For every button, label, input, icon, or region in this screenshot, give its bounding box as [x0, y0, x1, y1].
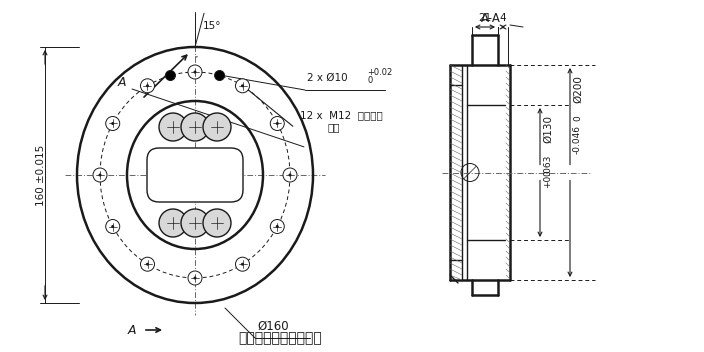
Circle shape — [141, 257, 154, 271]
Ellipse shape — [159, 113, 187, 141]
Circle shape — [194, 70, 196, 74]
Text: Ø130: Ø130 — [543, 115, 553, 143]
Circle shape — [111, 225, 114, 228]
Circle shape — [241, 84, 244, 87]
Circle shape — [141, 79, 154, 93]
Circle shape — [188, 271, 202, 285]
Circle shape — [270, 117, 284, 131]
Text: 0: 0 — [543, 170, 552, 176]
Circle shape — [283, 168, 297, 182]
Circle shape — [236, 257, 249, 271]
Text: 0: 0 — [573, 115, 582, 121]
Text: 均布: 均布 — [328, 122, 341, 132]
Circle shape — [215, 70, 225, 81]
Text: -0.046: -0.046 — [573, 125, 582, 154]
Text: 21: 21 — [479, 13, 491, 23]
Ellipse shape — [203, 113, 231, 141]
FancyBboxPatch shape — [147, 148, 243, 202]
Text: 4: 4 — [500, 13, 506, 23]
Text: 0: 0 — [367, 76, 372, 85]
Circle shape — [106, 117, 120, 131]
Text: A: A — [118, 75, 126, 88]
Ellipse shape — [181, 209, 209, 237]
Circle shape — [188, 65, 202, 79]
Ellipse shape — [203, 209, 231, 237]
Ellipse shape — [181, 113, 209, 141]
Circle shape — [93, 168, 107, 182]
Text: 12 x  M12  完全贯穿: 12 x M12 完全贯穿 — [300, 110, 383, 120]
Circle shape — [270, 220, 284, 233]
Circle shape — [146, 263, 149, 266]
Circle shape — [194, 277, 196, 279]
Circle shape — [106, 220, 120, 233]
Circle shape — [289, 174, 291, 176]
Text: 15°: 15° — [203, 21, 222, 31]
Text: Ø200: Ø200 — [573, 75, 583, 103]
Circle shape — [146, 84, 149, 87]
Text: A-A: A-A — [481, 12, 501, 25]
Text: A: A — [127, 323, 137, 337]
Text: 末端输出法兰安装尺寸: 末端输出法兰安装尺寸 — [238, 331, 322, 345]
Circle shape — [111, 122, 114, 125]
Text: Ø160: Ø160 — [257, 320, 289, 333]
Circle shape — [276, 122, 279, 125]
Circle shape — [99, 174, 101, 176]
Circle shape — [241, 263, 244, 266]
Text: 2 x Ø10: 2 x Ø10 — [307, 73, 348, 83]
Text: +0.02: +0.02 — [367, 68, 392, 77]
Text: +0.063: +0.063 — [543, 155, 552, 188]
Circle shape — [276, 225, 279, 228]
Ellipse shape — [159, 209, 187, 237]
Text: 160 ±0.015: 160 ±0.015 — [36, 144, 46, 206]
Circle shape — [165, 70, 175, 81]
Circle shape — [236, 79, 249, 93]
